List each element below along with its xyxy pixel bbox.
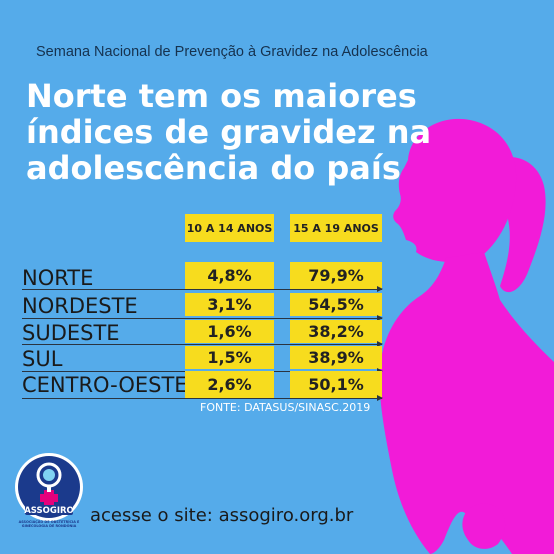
row-divider [22, 315, 383, 321]
region-label-sudeste: SUDESTE [22, 321, 120, 345]
logo-subtitle: ASSOCIAÇÃO DE OBSTETRÍCIA E GINECOLOGIA … [18, 520, 80, 528]
value-sul-10-14: 1,5% [185, 346, 274, 369]
headline: Norte tem os maiores índices de gravidez… [26, 78, 431, 186]
value-centro-oeste-15-19: 50,1% [290, 371, 382, 398]
campaign-subtitle: Semana Nacional de Prevenção à Gravidez … [36, 44, 428, 60]
data-source: FONTE: DATASUS/SINASC.2019 [200, 401, 371, 414]
column-header-10-14: 10 A 14 ANOS [185, 214, 274, 242]
value-nordeste-10-14: 3,1% [185, 293, 274, 316]
region-label-norte: NORTE [22, 266, 94, 290]
column-header-15-19: 15 A 19 ANOS [290, 214, 382, 242]
value-sudeste-10-14: 1,6% [185, 320, 274, 343]
website-link[interactable]: acesse o site: assogiro.org.br [90, 505, 354, 526]
headline-line-2: índices de gravidez na [26, 113, 432, 151]
value-sul-15-19: 38,9% [290, 346, 382, 369]
value-nordeste-15-19: 54,5% [290, 293, 382, 316]
value-norte-10-14: 4,8% [185, 262, 274, 289]
value-centro-oeste-10-14: 2,6% [185, 371, 274, 398]
row-divider [22, 395, 383, 401]
svg-text:ASSOGIRO: ASSOGIRO [24, 506, 74, 516]
region-label-nordeste: NORDESTE [22, 294, 138, 318]
region-label-sul: SUL [22, 347, 63, 371]
assogiro-logo: ASSOGIRO [15, 453, 83, 521]
value-norte-15-19: 79,9% [290, 262, 382, 289]
value-sudeste-15-19: 38,2% [290, 320, 382, 343]
headline-line-1: Norte tem os maiores [26, 77, 417, 115]
row-divider [22, 341, 383, 347]
headline-line-3: adolescência do país [26, 149, 401, 187]
row-divider [22, 286, 383, 292]
region-label-centro-oeste: CENTRO-OESTE [22, 373, 188, 397]
